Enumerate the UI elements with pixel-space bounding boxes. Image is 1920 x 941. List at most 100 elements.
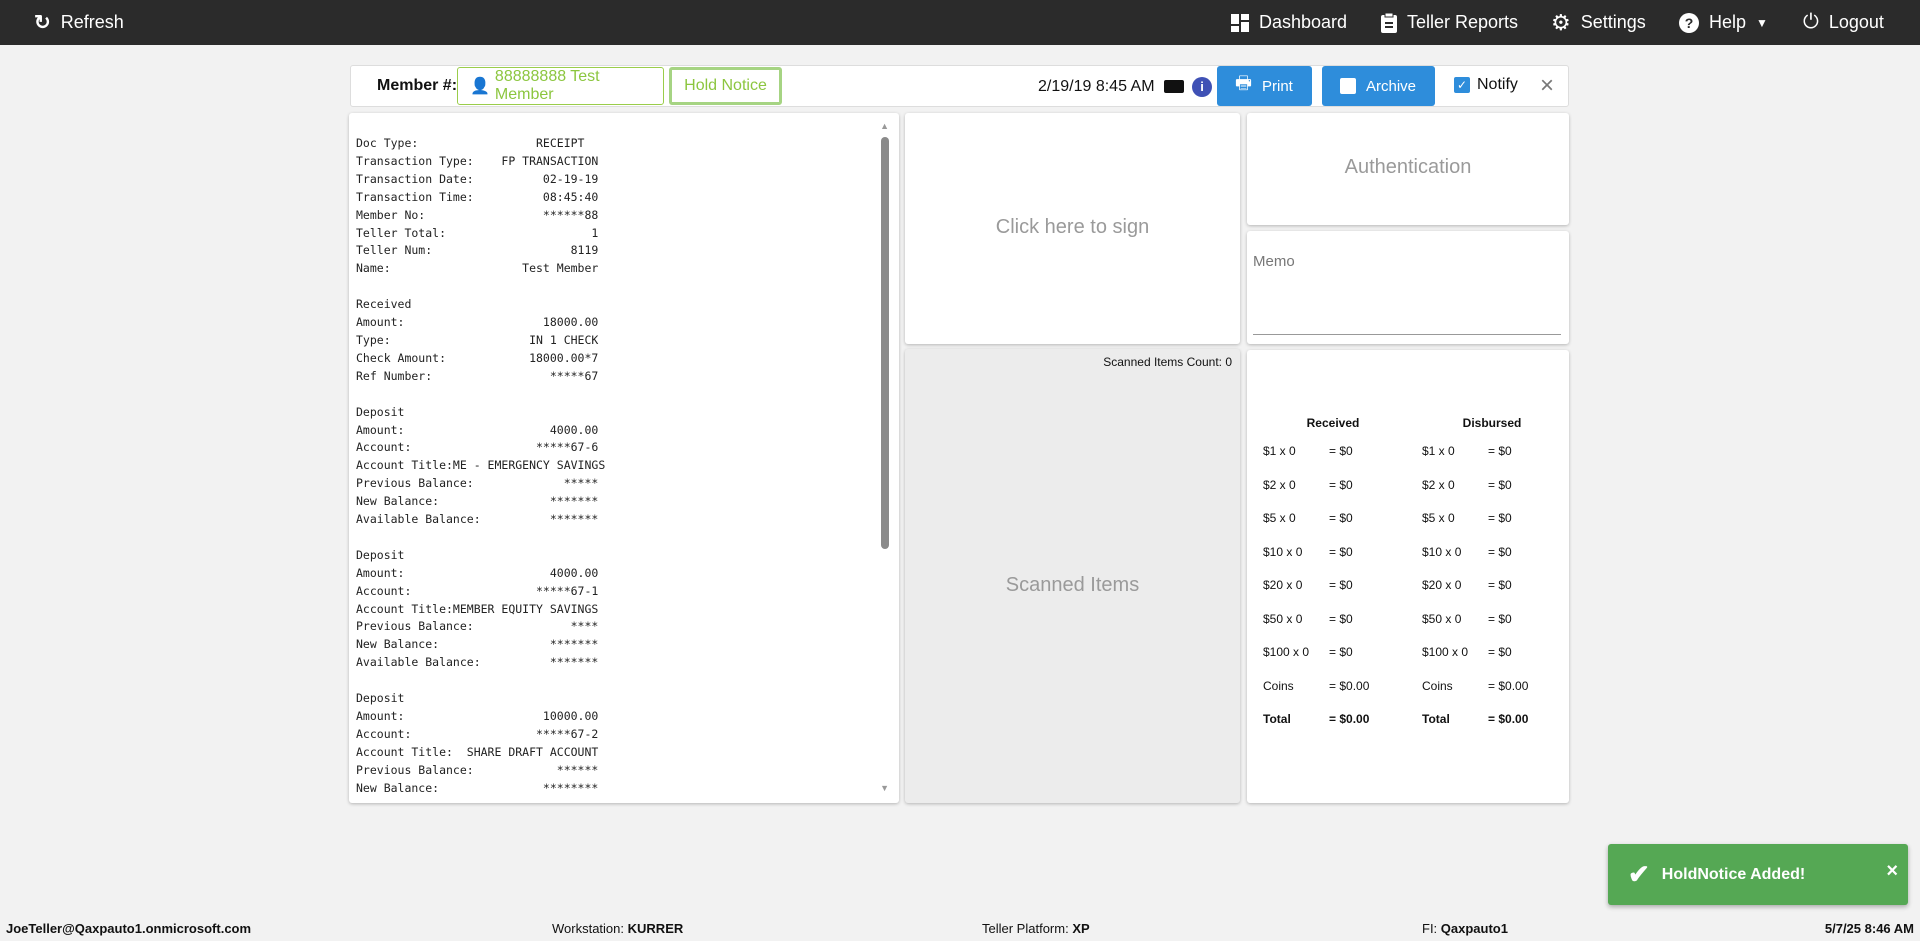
member-label: Member #: bbox=[377, 77, 458, 94]
scroll-up-icon[interactable]: ▲ bbox=[880, 121, 889, 131]
denomination-row: $5 x 0 = $0 bbox=[1422, 511, 1562, 545]
denomination-label: $5 x 0 bbox=[1422, 511, 1455, 525]
denomination-amount: = $0 bbox=[1329, 544, 1353, 559]
denomination-label: $20 x 0 bbox=[1263, 578, 1303, 592]
hold-notice-button[interactable]: Hold Notice bbox=[669, 67, 782, 105]
toast-close-button[interactable]: × bbox=[1886, 860, 1898, 882]
footer-workstation: Workstation: KURRER bbox=[552, 921, 683, 936]
denomination-row: $1 x 0 = $0 bbox=[1422, 444, 1562, 478]
denomination-row: Coins = $0.00 bbox=[1422, 679, 1562, 713]
denomination-amount: = $0 bbox=[1488, 578, 1512, 592]
denomination-label: $2 x 0 bbox=[1422, 477, 1455, 492]
footer-datetime: 5/7/25 8:46 AM bbox=[1824, 921, 1914, 936]
notify-checkbox[interactable]: ✓ Notify bbox=[1454, 76, 1518, 94]
info-icon[interactable]: i bbox=[1192, 77, 1212, 97]
denomination-amount: = $0 bbox=[1329, 611, 1353, 626]
user-icon: 👤 bbox=[470, 78, 490, 95]
footer-fi: FI: Qaxpauto1 bbox=[1422, 921, 1508, 936]
member-name: 88888888 Test Member bbox=[494, 68, 600, 103]
denomination-amount: = $0 bbox=[1329, 511, 1353, 525]
chevron-down-icon: ▼ bbox=[1756, 15, 1768, 30]
platform-value: XP bbox=[1072, 921, 1090, 936]
denomination-label: $50 x 0 bbox=[1422, 611, 1462, 626]
printer-icon: 🖶 bbox=[1235, 73, 1252, 93]
fi-label: FI: bbox=[1422, 921, 1438, 936]
print-label: Print bbox=[1262, 77, 1293, 95]
dashboard-link[interactable]: Dashboard bbox=[1231, 0, 1347, 45]
dashboard-icon bbox=[1231, 13, 1249, 32]
denomination-label: $5 x 0 bbox=[1263, 511, 1296, 525]
scroll-down-icon[interactable]: ▼ bbox=[880, 783, 889, 793]
denomination-row: $50 x 0 = $0 bbox=[1263, 612, 1403, 646]
denomination-row: $100 x 0 = $0 bbox=[1422, 645, 1562, 679]
hold-notice-label: Hold Notice bbox=[684, 77, 767, 94]
denomination-amount: = $0 bbox=[1329, 444, 1353, 458]
close-icon[interactable]: × bbox=[1540, 72, 1555, 99]
memo-panel: Memo bbox=[1247, 231, 1569, 344]
member-button[interactable]: 👤 88888888 Test Member bbox=[457, 67, 664, 105]
disbursed-header: Disbursed bbox=[1462, 416, 1522, 430]
status-footer: JoeTeller@Qaxpauto1.onmicrosoft.com Work… bbox=[0, 915, 1920, 941]
denomination-amount: = $0 bbox=[1329, 477, 1353, 492]
archive-button[interactable]: Archive bbox=[1322, 66, 1435, 106]
logout-button[interactable]: ⏻ Logout bbox=[1803, 0, 1884, 45]
memo-underline bbox=[1253, 334, 1561, 335]
refresh-button[interactable]: ↻ Refresh bbox=[34, 0, 124, 45]
footer-platform: Teller Platform: XP bbox=[982, 921, 1090, 936]
total-label: Total bbox=[1422, 712, 1450, 726]
scrollbar-thumb[interactable] bbox=[881, 137, 889, 549]
platform-label: Teller Platform: bbox=[982, 921, 1069, 936]
denomination-label: $50 x 0 bbox=[1263, 611, 1303, 626]
denomination-row: $100 x 0 = $0 bbox=[1263, 645, 1403, 679]
denomination-row: Coins = $0.00 bbox=[1263, 679, 1403, 713]
refresh-icon: ↻ bbox=[34, 12, 51, 34]
signature-pad[interactable]: Click here to sign bbox=[905, 113, 1240, 344]
keyboard-icon[interactable] bbox=[1164, 80, 1184, 93]
denomination-label: $20 x 0 bbox=[1422, 578, 1462, 592]
member-bar: Member #: 👤 88888888 Test Member Hold Not… bbox=[350, 65, 1569, 107]
power-icon: ⏻ bbox=[1803, 11, 1819, 33]
denomination-label: $1 x 0 bbox=[1422, 444, 1455, 458]
archive-icon bbox=[1340, 78, 1356, 94]
footer-user: JoeTeller@Qaxpauto1.onmicrosoft.com bbox=[6, 921, 252, 936]
transaction-datetime: 2/19/19 8:45 AM bbox=[1038, 78, 1155, 95]
total-amount: = $0.00 bbox=[1488, 712, 1529, 726]
workstation-value: KURRER bbox=[627, 921, 684, 936]
help-menu[interactable]: ? Help ▼ bbox=[1679, 0, 1768, 45]
checkbox-icon: ✓ bbox=[1454, 77, 1470, 93]
scanned-items-title: Scanned Items bbox=[1005, 574, 1140, 596]
authentication-panel[interactable]: Authentication bbox=[1247, 113, 1569, 225]
toast-notification: ✔ HoldNotice Added! × bbox=[1608, 844, 1908, 905]
denomination-row: $1 x 0 = $0 bbox=[1263, 444, 1403, 478]
teller-reports-link[interactable]: Teller Reports bbox=[1381, 0, 1518, 45]
settings-link[interactable]: ⚙ Settings bbox=[1551, 0, 1646, 45]
memo-input[interactable]: Memo bbox=[1253, 253, 1295, 270]
total-row: Total = $0.00 bbox=[1263, 712, 1403, 746]
denomination-label: $2 x 0 bbox=[1263, 477, 1296, 492]
received-column: Received $1 x 0 = $0 $2 x 0 = $0 $5 x 0 = $0 $… bbox=[1263, 416, 1403, 746]
denomination-row: $20 x 0 = $0 bbox=[1422, 578, 1562, 612]
total-row: Total = $0.00 bbox=[1422, 712, 1562, 746]
denomination-amount: = $0 bbox=[1488, 645, 1512, 659]
denomination-label: $10 x 0 bbox=[1422, 544, 1462, 559]
top-navbar: ↻ Refresh Dashboard Teller Reports ⚙ Setti… bbox=[0, 0, 1920, 45]
denominations-panel: Received $1 x 0 = $0 $2 x 0 = $0 $5 x 0 = $0 $… bbox=[1247, 350, 1569, 803]
denomination-amount: = $0 bbox=[1488, 544, 1512, 559]
scanned-items-panel: Scanned Items Count: 0 Scanned Items bbox=[905, 349, 1240, 803]
workstation-label: Workstation: bbox=[552, 921, 625, 936]
denomination-amount: = $0 bbox=[1329, 645, 1353, 659]
print-button[interactable]: 🖶 Print bbox=[1217, 66, 1312, 106]
denomination-label: $100 x 0 bbox=[1422, 645, 1469, 659]
notify-label: Notify bbox=[1477, 76, 1518, 93]
check-icon: ✔ bbox=[1628, 859, 1650, 889]
teller-reports-label: Teller Reports bbox=[1407, 12, 1519, 32]
receipt-panel[interactable]: Doc Type: RECEIPT Transaction Type: FP T… bbox=[349, 113, 899, 803]
denomination-amount: = $0 bbox=[1488, 511, 1512, 525]
total-amount: = $0.00 bbox=[1329, 712, 1370, 726]
scanned-items-count: Scanned Items Count: 0 bbox=[1103, 355, 1232, 369]
denomination-row: $2 x 0 = $0 bbox=[1263, 478, 1403, 512]
denomination-label: Coins bbox=[1422, 678, 1453, 693]
denomination-label: $10 x 0 bbox=[1263, 544, 1303, 559]
denomination-amount: = $0.00 bbox=[1488, 678, 1529, 693]
clipboard-icon bbox=[1381, 12, 1397, 33]
